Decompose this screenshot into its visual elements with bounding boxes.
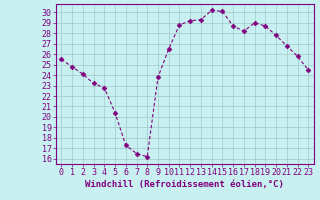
X-axis label: Windchill (Refroidissement éolien,°C): Windchill (Refroidissement éolien,°C) bbox=[85, 180, 284, 189]
